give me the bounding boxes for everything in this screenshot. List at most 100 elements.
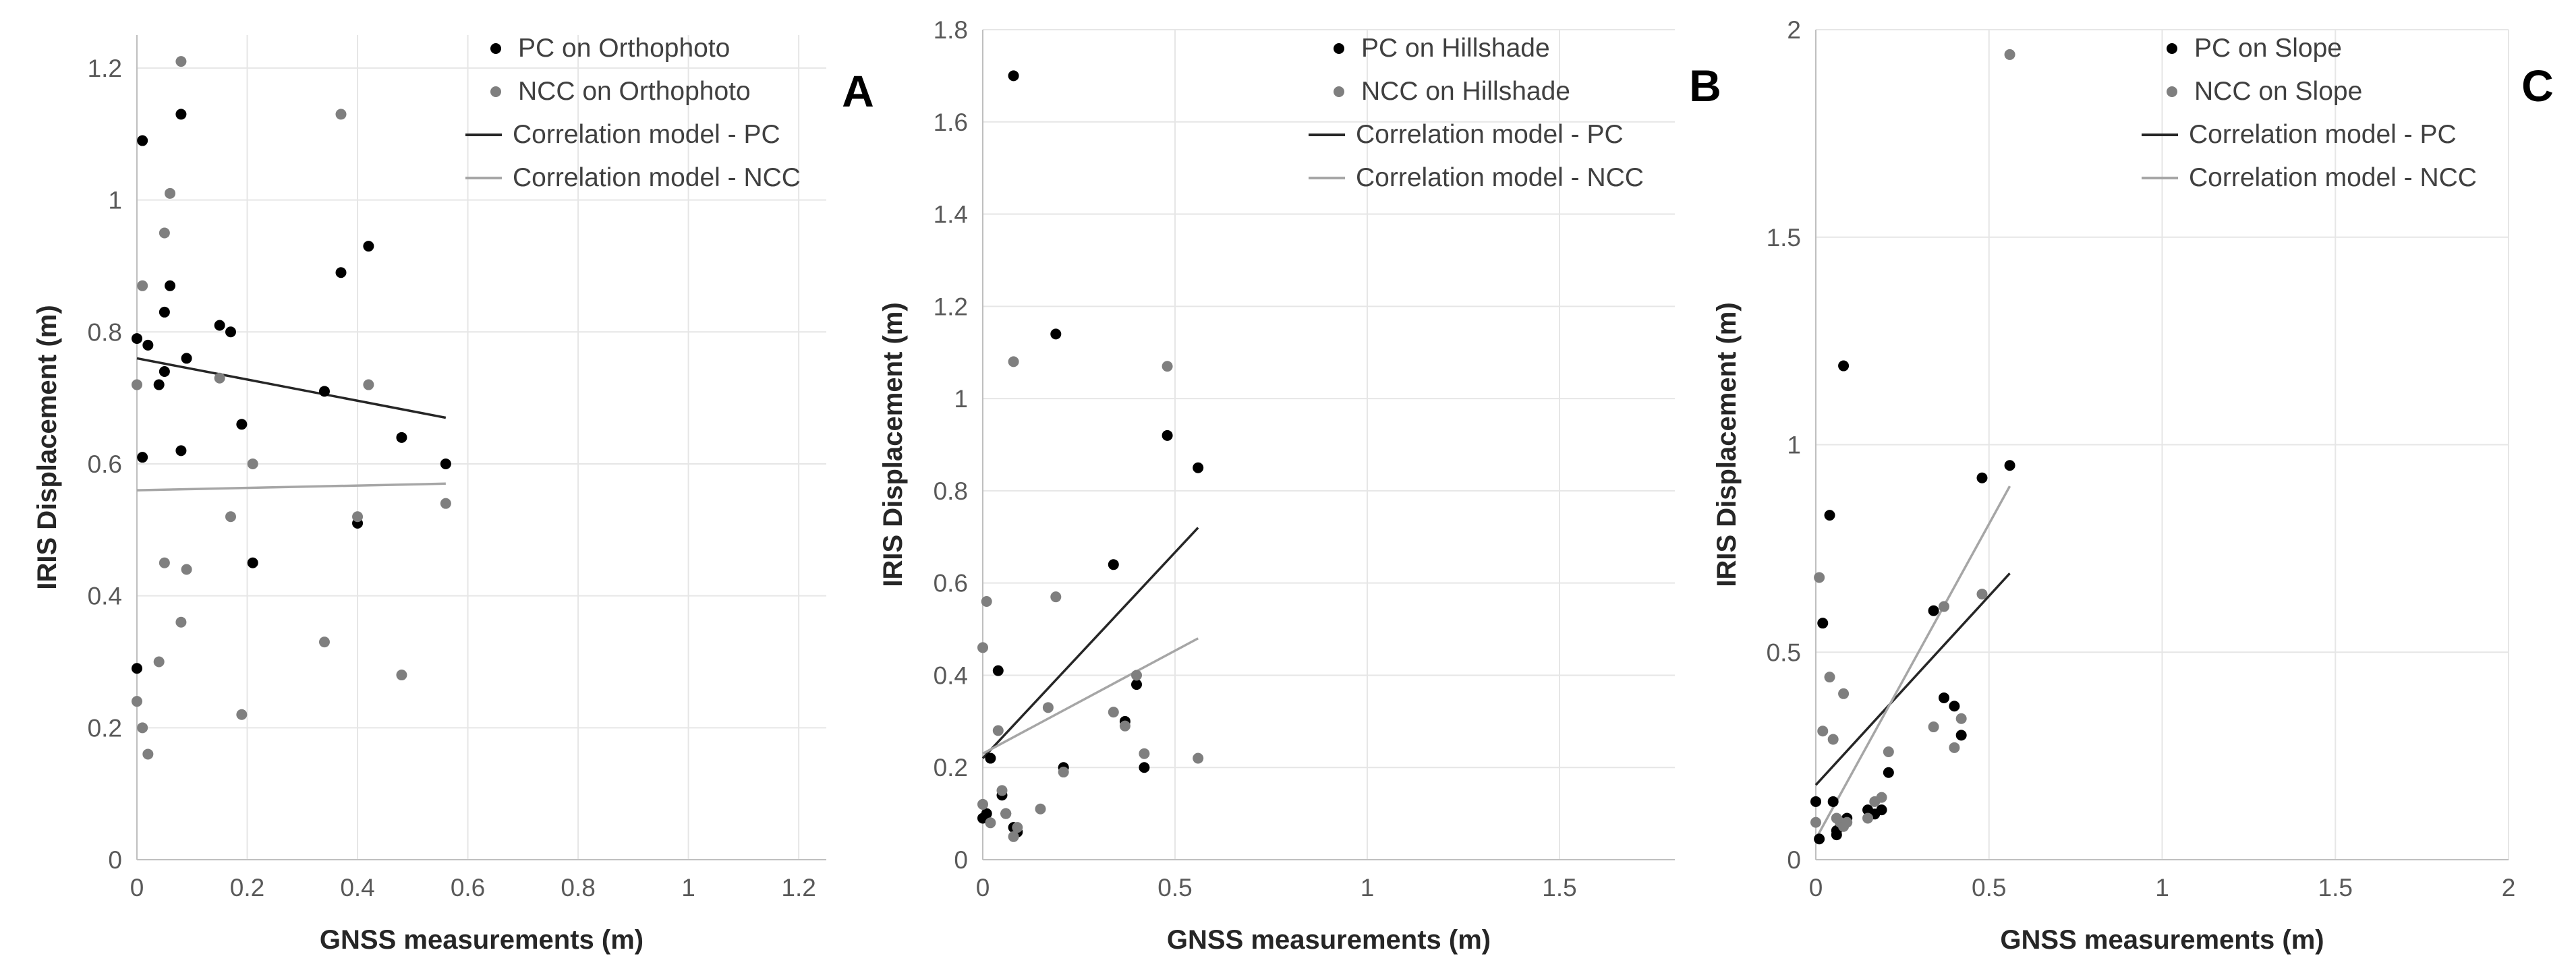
y-tick-label: 0.5 (1767, 639, 1801, 666)
chart-panel-c: 0 0.5 1 1.5 2 0 0.5 1 1.5 2 GNSS measurements (m) I… (1712, 16, 2554, 955)
data-point (1955, 713, 1967, 724)
data-point (1139, 748, 1150, 759)
data-point (1928, 721, 1939, 733)
data-point (181, 564, 192, 575)
data-point (1050, 591, 1062, 603)
data-point (1928, 605, 1939, 616)
data-point (1008, 356, 1019, 367)
legend-label: PC on Orthophoto (518, 34, 730, 63)
data-point (132, 663, 142, 674)
y-tick-label: 2 (1787, 16, 1801, 44)
data-point (159, 306, 170, 318)
x-axis-title: GNSS measurements (m) (2000, 925, 2324, 955)
data-point (1883, 767, 1894, 778)
data-point (1949, 701, 1960, 712)
legend-label: NCC on Hillshade (1361, 77, 1570, 106)
x-tick-label: 0.5 (1157, 874, 1192, 902)
data-point (165, 187, 176, 199)
x-tick-label: 1.5 (1542, 874, 1576, 902)
data-point (1814, 572, 1825, 583)
data-point (132, 379, 142, 390)
y-tick-label: 0.8 (934, 477, 968, 505)
data-point (247, 458, 258, 469)
data-point (1827, 796, 1839, 807)
data-point (1162, 361, 1173, 372)
x-tick-label: 1 (1361, 874, 1375, 902)
data-point (142, 339, 154, 351)
legend-label: Correlation model - PC (1356, 120, 1624, 149)
panel-letter: C (2521, 61, 2554, 111)
data-point (1838, 688, 1850, 699)
y-tick-label: 0.8 (88, 318, 122, 346)
data-point (1012, 822, 1023, 833)
data-point (996, 785, 1008, 796)
data-point (1838, 360, 1850, 372)
data-point (985, 817, 996, 829)
data-point (1058, 767, 1069, 778)
data-point (1108, 559, 1119, 570)
data-point (142, 748, 154, 760)
x-tick-label: 0 (1809, 874, 1823, 902)
legend-marker (490, 43, 501, 54)
y-axis-title: IRIS Displacement (m) (878, 302, 908, 587)
x-tick-label: 0 (130, 874, 144, 902)
x-axis-title: GNSS measurements (m) (1167, 925, 1491, 955)
legend-label: NCC on Orthophoto (518, 77, 751, 106)
data-point (1824, 672, 1835, 683)
correlation-line (982, 637, 1199, 755)
panel-letter: A (842, 66, 874, 116)
data-point (236, 419, 248, 430)
data-point (1131, 670, 1142, 681)
data-point (1876, 792, 1887, 803)
data-point (352, 511, 364, 523)
data-point (1862, 812, 1874, 824)
y-axis-title: IRIS Displacement (m) (32, 305, 62, 589)
legend-marker (2167, 43, 2177, 54)
data-point (1841, 817, 1853, 828)
legend-label: Correlation model - NCC (513, 163, 801, 192)
data-point (981, 596, 992, 608)
y-tick-label: 1.2 (88, 55, 122, 82)
data-point (1810, 796, 1821, 807)
data-point (247, 557, 258, 568)
data-point (992, 665, 1004, 676)
data-point (1955, 730, 1967, 741)
data-point (137, 722, 148, 734)
x-axis-title: GNSS measurements (m) (320, 925, 643, 955)
x-tick-label: 1.2 (781, 874, 815, 902)
data-point (335, 267, 347, 278)
y-tick-label: 1 (954, 385, 968, 413)
data-point (440, 498, 451, 509)
y-tick-label: 0.2 (88, 714, 122, 742)
data-point (137, 452, 148, 463)
data-point (977, 798, 988, 810)
data-point (236, 709, 248, 720)
data-point (1035, 803, 1046, 815)
data-point (1949, 742, 1960, 753)
data-point (1042, 702, 1054, 713)
data-point (137, 135, 148, 146)
legend-marker (1334, 43, 1344, 54)
data-point (2004, 49, 2015, 60)
x-tick-label: 0.5 (1972, 874, 2006, 902)
data-point (992, 725, 1004, 736)
y-tick-label: 0.4 (88, 583, 122, 610)
y-tick-label: 0.6 (934, 570, 968, 597)
data-point (1817, 618, 1829, 629)
data-point (159, 365, 170, 377)
data-point (153, 656, 165, 668)
data-point (181, 353, 192, 364)
y-tick-label: 1.4 (934, 201, 968, 229)
data-point (1139, 762, 1150, 773)
legend: PC on Slope NCC on Slope Correlation model… (2142, 34, 2477, 192)
data-point (1050, 328, 1062, 340)
data-point (137, 280, 148, 291)
data-point (132, 333, 142, 345)
data-point (225, 326, 236, 338)
correlation-line (136, 357, 447, 419)
y-tick-label: 1.5 (1767, 224, 1801, 252)
x-tick-label: 2 (2502, 874, 2516, 902)
x-tick-label: 0.2 (230, 874, 264, 902)
legend-label: Correlation model - PC (513, 120, 780, 149)
x-tick-label: 0.6 (451, 874, 485, 902)
